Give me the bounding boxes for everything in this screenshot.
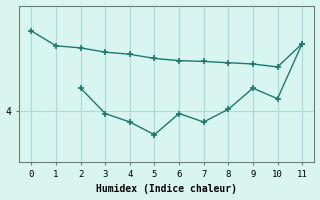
X-axis label: Humidex (Indice chaleur): Humidex (Indice chaleur): [96, 184, 237, 194]
